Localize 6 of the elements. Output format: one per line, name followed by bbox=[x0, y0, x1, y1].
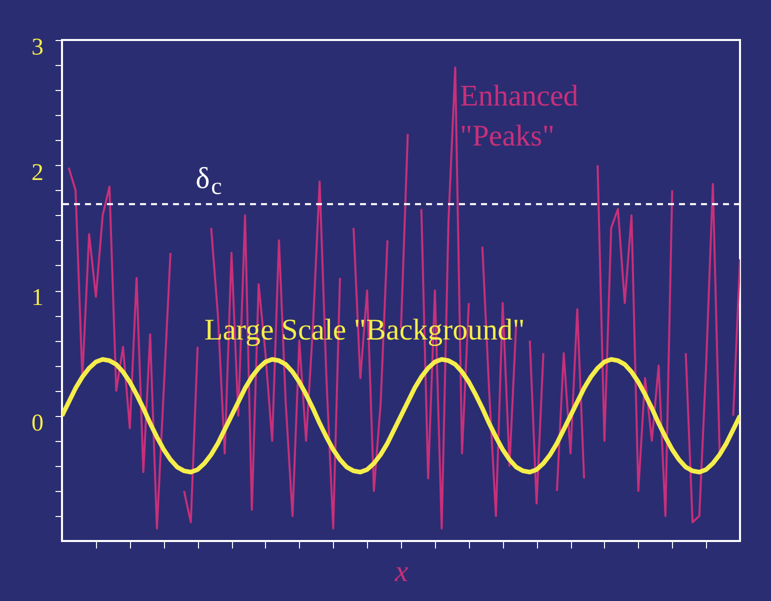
x-axis-title: x bbox=[394, 555, 409, 588]
y-tick-label: 3 bbox=[32, 34, 44, 60]
y-tick-label: 0 bbox=[32, 410, 44, 436]
y-tick-label: 2 bbox=[32, 160, 44, 186]
series-label: Enhanced "Peaks" bbox=[460, 79, 578, 152]
y-tick-label: 1 bbox=[32, 285, 44, 311]
